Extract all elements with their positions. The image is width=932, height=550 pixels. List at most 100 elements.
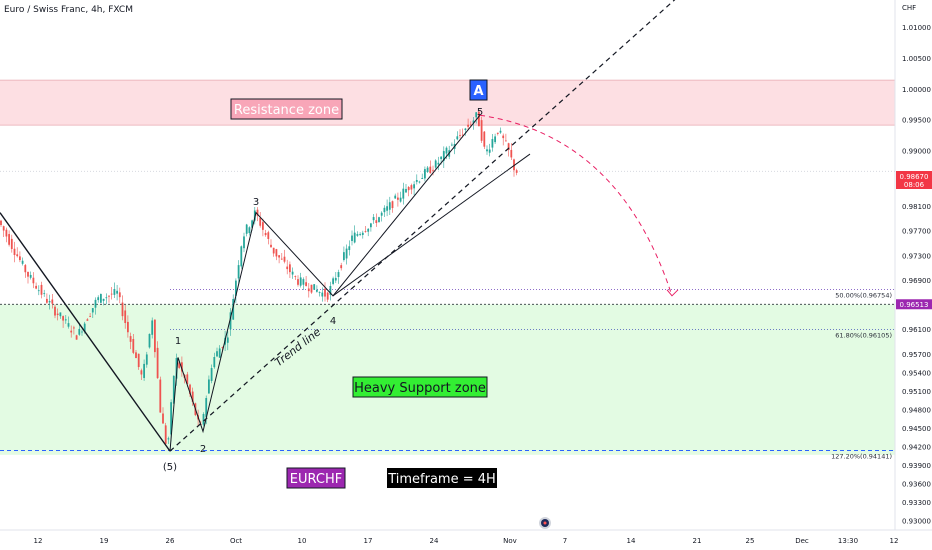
candle [399,191,402,203]
candle [216,347,218,358]
candle [248,226,251,236]
candle [313,284,316,290]
candle [334,272,337,284]
candle [59,312,62,319]
candle [459,129,461,139]
candle [302,277,305,291]
candle [235,278,237,303]
candle [413,181,415,196]
candle [237,260,240,284]
candle [48,294,51,310]
candle [402,182,405,205]
price-tick: 1.00000 [902,86,931,94]
candle [505,133,507,142]
fib-level-label: 50.00%(0.96754) [835,291,892,299]
currency-label: CHF [902,4,916,12]
candle [70,325,73,338]
candle [356,231,359,237]
fib-level-label: 61.80%(0.96105) [835,331,892,339]
price-tick: 0.94500 [902,425,931,433]
price-tick: 0.97700 [902,228,931,236]
candle [278,255,280,264]
price-tick: 0.95700 [902,351,931,359]
wave-label: 2 [200,444,206,455]
candle [262,218,264,237]
price-tick: 0.93600 [902,480,931,488]
candle [189,383,191,397]
price-tick: 0.95400 [902,369,931,377]
candle [10,234,13,253]
time-tick: 7 [563,537,567,545]
price-tick: 0.94800 [902,406,931,414]
last-price-tag: 0.98670 08:06 [896,171,932,189]
time-tick: 10 [298,537,307,545]
candle [483,130,486,150]
candle [359,232,361,237]
candle [407,186,410,197]
candle [35,282,37,290]
candle [91,307,94,319]
candle [391,200,394,213]
candle [297,275,299,287]
candle [415,174,418,185]
time-axis[interactable]: 12 19 26 Oct 10 17 24 Nov 7 14 21 25 Dec 13:30 12 [34,537,899,545]
candle [507,142,510,157]
svg-text:08:06: 08:06 [904,181,925,189]
candle [340,262,343,271]
candle [159,376,162,413]
chart-title: Euro / Swiss Franc, 4h, FXCM [4,5,133,15]
candle [502,133,505,146]
candle [280,253,283,260]
time-tick: 13:30 [838,537,858,545]
price-axis[interactable]: 1.01000 1.00500 1.00000 0.99500 0.99000 0.981… [902,24,931,525]
resistance-zone [0,80,895,126]
candle [469,121,472,127]
candle [129,332,132,350]
svg-text:EURCHF: EURCHF [290,472,342,487]
candle [51,293,54,309]
candle [54,304,56,319]
candle [29,271,32,280]
candle [264,229,267,237]
candle [124,304,127,329]
svg-text:0.96513: 0.96513 [900,301,929,309]
candle [515,168,518,176]
candle [421,173,424,179]
svg-text:Heavy Support zone: Heavy Support zone [354,381,486,396]
time-tick: 19 [100,537,109,545]
candle [397,192,399,207]
candle [286,259,289,275]
price-tick: 0.93300 [902,499,931,507]
candle [40,281,43,299]
candle [480,116,483,143]
candle [321,287,324,302]
candle [243,232,245,253]
time-tick: 12 [890,537,899,545]
candle [46,293,48,304]
candle [410,183,413,195]
candle [116,284,118,301]
wave-label: 5 [477,107,483,118]
candle [156,341,159,379]
price-tick: 0.96900 [902,277,931,285]
candle [332,276,334,286]
marked-price-tag: 0.96513 [896,299,932,310]
time-tick: 17 [364,537,373,545]
time-tick: 12 [34,537,43,545]
candle [426,165,429,174]
svg-text:Resistance zone: Resistance zone [234,103,339,118]
candle [86,318,89,321]
candle [73,325,75,335]
candle [21,257,24,266]
candle [353,225,356,244]
candle [372,214,375,224]
candle [267,230,270,245]
candle [62,315,64,328]
candle [140,368,143,380]
candle [270,239,272,248]
candle [378,216,380,223]
events-icon[interactable] [539,517,551,529]
candle [442,146,445,168]
candle [151,317,154,339]
